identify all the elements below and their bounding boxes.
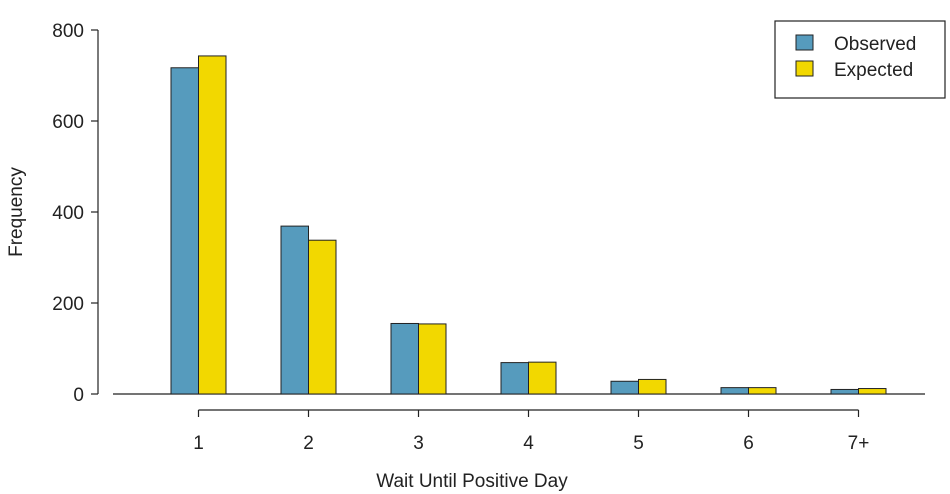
x-tick-label: 6 (743, 433, 754, 454)
bar-observed-5 (610, 380, 639, 395)
bar-expected-1 (198, 55, 227, 395)
y-axis-title: Frequency (6, 167, 27, 257)
legend: Observed Expected (774, 20, 946, 99)
bar-expected-3 (418, 323, 447, 395)
legend-swatch-expected (795, 60, 814, 77)
legend-label-observed: Observed (834, 34, 916, 55)
axes: 0 200 400 600 800 1 2 3 4 5 6 7+ (52, 21, 925, 454)
bar-observed-7 (830, 388, 859, 395)
y-tick-label: 0 (73, 385, 84, 406)
x-tick-label: 2 (303, 433, 314, 454)
bar-observed-3 (390, 322, 419, 395)
bar-expected-6 (748, 387, 777, 395)
bar-expected-4 (528, 361, 557, 395)
x-tick-label: 1 (193, 433, 204, 454)
bar-observed-4 (500, 362, 529, 395)
y-tick-label: 200 (52, 294, 84, 315)
legend-label-expected: Expected (834, 60, 913, 81)
bar-observed-2 (280, 225, 309, 395)
x-tick-label: 5 (633, 433, 644, 454)
bar-expected-7 (858, 388, 887, 395)
bar-observed-6 (720, 387, 749, 395)
bar-expected-5 (638, 378, 667, 395)
bars (170, 55, 887, 395)
y-tick-label: 400 (52, 203, 84, 224)
y-tick-label: 800 (52, 21, 84, 42)
legend-swatch-observed (795, 34, 814, 51)
x-tick-label: 7+ (848, 433, 870, 454)
x-tick-label: 3 (413, 433, 424, 454)
legend-box (774, 20, 946, 99)
y-tick-label: 600 (52, 112, 84, 133)
x-tick-label: 4 (523, 433, 534, 454)
y-ticks: 0 200 400 600 800 (52, 21, 98, 406)
bar-expected-2 (308, 239, 337, 395)
bar-observed-1 (170, 67, 199, 395)
x-axis-title: Wait Until Positive Day (376, 471, 568, 492)
x-ticks: 1 2 3 4 5 6 7+ (193, 410, 869, 454)
